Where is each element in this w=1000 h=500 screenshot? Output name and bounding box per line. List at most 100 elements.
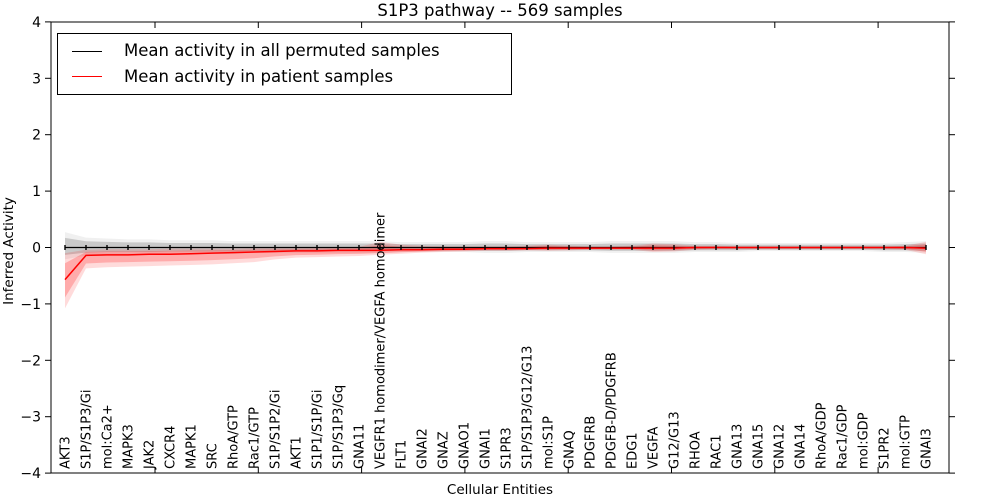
x-tick-label: GNA15: [752, 424, 767, 469]
x-tick-label: S1PR3: [500, 427, 515, 469]
x-tick-label: SRC: [206, 443, 221, 469]
data-point-marker: [253, 245, 255, 250]
y-tick-label: −2: [20, 353, 41, 369]
data-point-marker: [631, 245, 633, 250]
x-tick-label: mol:S1P: [542, 416, 557, 469]
data-point-marker: [274, 245, 276, 250]
data-point-marker: [127, 245, 129, 250]
legend-label: Mean activity in patient samples: [124, 66, 394, 86]
x-tick-label: RAC1: [710, 434, 725, 469]
data-point-marker: [316, 245, 318, 250]
data-point-marker: [232, 245, 234, 250]
x-tick-label: mol:GDP: [857, 412, 872, 469]
data-point-marker: [295, 245, 297, 250]
x-tick-label: AKT1: [290, 436, 305, 469]
data-point-marker: [673, 245, 675, 250]
data-point-marker: [715, 245, 717, 250]
data-point-marker: [778, 245, 780, 250]
x-tick-label: mol:Ca2+: [101, 404, 116, 469]
x-tick-label: mol:GTP: [899, 415, 914, 469]
x-tick-label: S1PR2: [878, 427, 893, 469]
data-point-marker: [547, 245, 549, 250]
chart-title: S1P3 pathway -- 569 samples: [377, 1, 623, 20]
data-point-marker: [337, 245, 339, 250]
x-tick-label: PDGFRB: [584, 416, 599, 469]
data-point-marker: [862, 245, 864, 250]
x-tick-label: AKT3: [59, 436, 74, 469]
x-tick-label: VEGFA: [647, 427, 662, 469]
legend-item: Mean activity in all permuted samples: [72, 41, 511, 60]
data-point-marker: [148, 245, 150, 250]
x-tick-label: S1P/S1P3/Gi: [80, 390, 95, 469]
legend-label: Mean activity in all permuted samples: [124, 41, 440, 60]
x-tick-label: GNAI3: [920, 428, 935, 469]
x-tick-label: S1P1/S1P/Gi: [311, 390, 326, 469]
y-tick-label: −3: [20, 410, 41, 426]
y-axis-label: Inferred Activity: [1, 197, 17, 305]
x-tick-label: GNAO1: [458, 422, 473, 469]
x-tick-label: PDGFB-D/PDGFRB: [605, 352, 620, 469]
x-tick-label: Rac1/GTP: [248, 407, 263, 469]
legend-line-sample-black: [72, 50, 102, 52]
y-tick-label: 0: [32, 241, 41, 257]
x-tick-label: S1P/S1P3/Gq: [332, 385, 347, 469]
patient-band-outer: [65, 241, 926, 309]
y-tick-label: −1: [20, 297, 41, 313]
data-point-marker: [442, 245, 444, 250]
data-point-marker: [568, 245, 570, 250]
data-point-marker: [526, 245, 528, 250]
data-point-marker: [106, 245, 108, 250]
legend-line-sample-red: [72, 76, 102, 78]
x-tick-label: JAK2: [143, 440, 158, 470]
x-tick-label: GNAQ: [563, 430, 578, 469]
patient-line: [64, 246, 927, 281]
data-point-marker: [64, 245, 66, 250]
x-tick-label: GNAI1: [479, 428, 494, 469]
y-tick-label: 4: [32, 15, 41, 31]
data-point-marker: [904, 245, 906, 250]
permuted-band-outer: [65, 232, 926, 260]
x-tick-label: GNA11: [353, 424, 368, 469]
data-point-marker: [85, 245, 87, 250]
data-point-marker: [400, 245, 402, 250]
data-point-marker: [505, 245, 507, 250]
legend: Mean activity in all permuted samples Me…: [57, 33, 512, 95]
y-tick-label: −4: [20, 466, 41, 482]
data-point-marker: [211, 245, 213, 250]
legend-item: Mean activity in patient samples: [72, 66, 511, 86]
x-tick-label: GNA14: [794, 424, 809, 469]
data-point-marker: [925, 245, 927, 250]
y-tick-label: 1: [32, 184, 41, 200]
x-tick-label: CXCR4: [164, 426, 179, 469]
data-point-marker: [169, 245, 171, 250]
data-point-marker: [757, 245, 759, 250]
x-tick-label: Rac1/GDP: [836, 404, 851, 469]
data-point-marker: [841, 245, 843, 250]
x-tick-label: RhoA/GTP: [227, 405, 242, 469]
x-tick-label: GNAI2: [416, 428, 431, 469]
data-point-marker: [484, 245, 486, 250]
data-point-marker: [358, 245, 360, 250]
data-point-marker: [421, 245, 423, 250]
data-point-marker: [610, 245, 612, 250]
data-point-marker: [190, 245, 192, 250]
data-point-marker: [883, 245, 885, 250]
x-tick-label: MAPK3: [122, 424, 137, 469]
data-point-marker: [463, 245, 465, 250]
data-point-marker: [736, 245, 738, 250]
x-tick-label: GNA13: [731, 424, 746, 469]
x-tick-label: EDG1: [626, 432, 641, 469]
x-tick-label: RHOA: [689, 431, 704, 469]
y-tick-label: 2: [32, 128, 41, 144]
data-point-marker: [379, 245, 381, 250]
y-tick-label: 3: [32, 71, 41, 87]
x-tick-label: S1P/S1P2/Gi: [269, 390, 284, 469]
x-tick-label: VEGFR1 homodimer/VEGFA homodimer: [374, 212, 389, 469]
x-tick-label: FLT1: [395, 440, 410, 469]
data-point-marker: [694, 245, 696, 250]
x-axis-label: Cellular Entities: [447, 482, 553, 498]
x-tick-label: GNAZ: [437, 431, 452, 469]
x-tick-label: MAPK1: [185, 424, 200, 469]
